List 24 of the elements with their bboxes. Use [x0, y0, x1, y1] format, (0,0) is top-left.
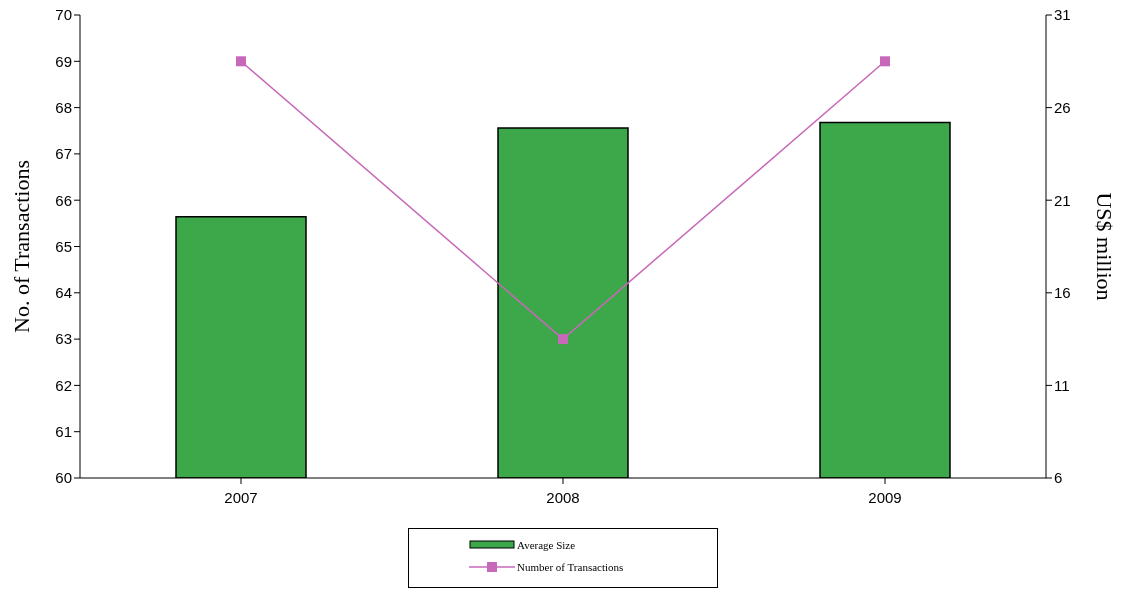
y2-axis-title: US$ million	[1092, 192, 1118, 301]
y2-tick-label: 31	[1054, 6, 1071, 24]
y-tick-label: 70	[55, 6, 72, 24]
y-tick-label: 63	[55, 330, 72, 348]
y-tick-label: 67	[55, 145, 72, 163]
y2-tick-label: 26	[1054, 98, 1071, 116]
x-tick-label: 2007	[224, 488, 258, 506]
y-tick-label: 65	[55, 237, 72, 255]
y-tick-label: 69	[55, 52, 72, 70]
y-tick-label: 68	[55, 98, 72, 116]
y-tick-label: 64	[55, 284, 72, 302]
legend-label: Average Size	[517, 539, 576, 551]
x-tick-label: 2008	[546, 488, 580, 506]
y-tick-label: 66	[55, 191, 72, 209]
legend-label: Number of Transactions	[517, 561, 624, 573]
y2-tick-label: 16	[1054, 284, 1071, 302]
y-axis-title: No. of Transactions	[8, 160, 34, 333]
y2-tick-label: 6	[1054, 469, 1063, 487]
x-tick-label: 2009	[868, 488, 902, 506]
y-tick-label: 61	[55, 423, 72, 441]
y-tick-label: 62	[55, 376, 72, 394]
y2-tick-label: 11	[1054, 376, 1070, 394]
y2-tick-label: 21	[1054, 191, 1071, 209]
y-tick-label: 60	[55, 469, 72, 487]
